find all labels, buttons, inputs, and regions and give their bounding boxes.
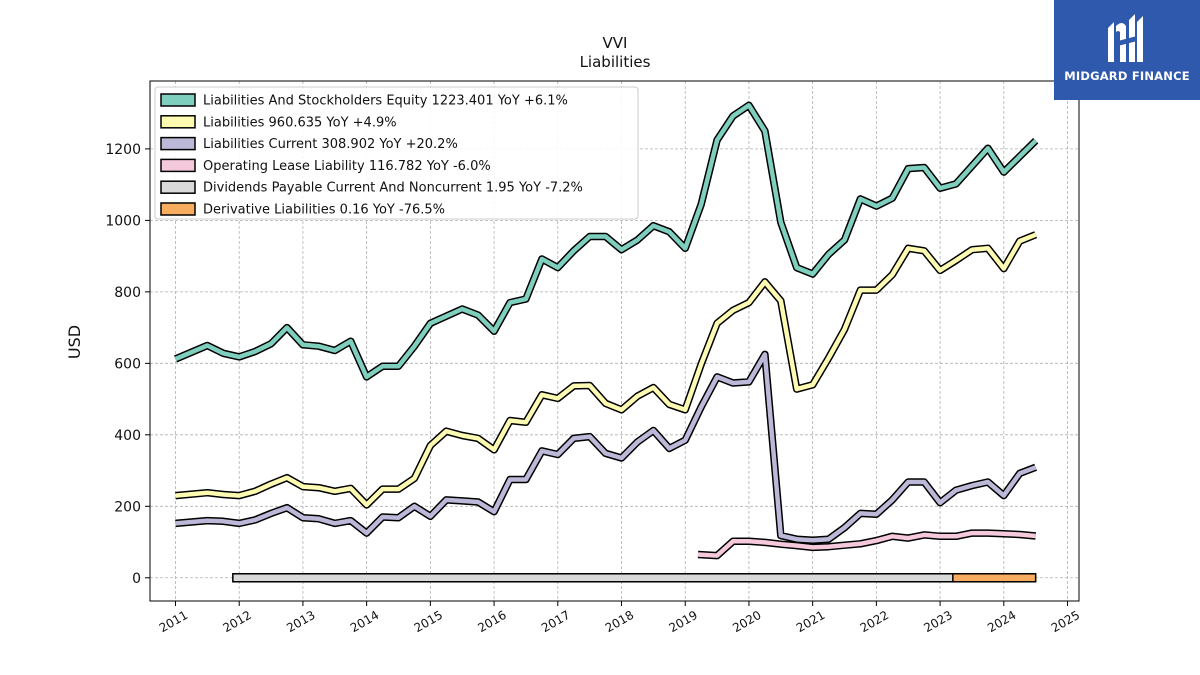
x-tick-label: 2015: [412, 608, 445, 635]
x-tick-label: 2012: [220, 608, 253, 635]
y-tick-label: 200: [114, 499, 141, 515]
y-axis-label: USD: [65, 325, 84, 359]
series-line: [697, 530, 1036, 558]
x-tick-label: 2016: [475, 608, 508, 635]
series-band: [952, 573, 1037, 583]
y-tick-label: 800: [114, 285, 141, 301]
series-line-outline: [175, 350, 1038, 544]
legend: Liabilities And Stockholders Equity 1223…: [154, 86, 639, 220]
x-tick-label: 2018: [603, 608, 636, 635]
series-4: [697, 529, 1037, 560]
x-tick-label: 2017: [539, 608, 572, 635]
y-tick-label: 400: [114, 428, 141, 444]
legend-item: Liabilities And Stockholders Equity 1223…: [160, 93, 568, 109]
series-1: [174, 101, 1039, 381]
chart-subtitle: Liabilities: [580, 53, 651, 71]
x-tick-label: 2020: [730, 608, 763, 635]
legend-label: Operating Lease Liability 116.782 YoY -6…: [203, 159, 491, 174]
legend-swatch: [160, 93, 196, 107]
brand-name: MIDGARD FINANCE: [1064, 69, 1190, 83]
x-tick-label: 2019: [666, 608, 699, 635]
y-axis-ticks: 0 200 400 600 800 1000 1200: [105, 142, 150, 587]
x-tick-label: 2022: [858, 608, 891, 635]
legend-swatch: [160, 136, 196, 151]
legend-swatch: [160, 202, 196, 216]
y-tick-label: 0: [132, 571, 141, 587]
legend-item: Derivative Liabilities 0.16 YoY -76.5%: [160, 202, 445, 218]
x-tick-label: 2013: [284, 608, 317, 635]
x-tick-label: 2024: [985, 608, 1018, 635]
legend-item: Liabilities Current 308.902 YoY +20.2%: [160, 136, 458, 152]
y-tick-label: 600: [114, 356, 141, 372]
x-tick-label: 2011: [157, 608, 190, 635]
brand-mark-icon: [1108, 14, 1143, 62]
chart-title: VVI: [603, 34, 628, 52]
series-line-outline: [175, 231, 1038, 509]
series-6: [952, 573, 1037, 583]
series-2: [175, 231, 1038, 509]
legend-swatch: [160, 158, 196, 173]
brand-logo: MIDGARD FINANCE: [1054, 0, 1200, 100]
legend-label: Dividends Payable Current And Noncurrent…: [203, 181, 583, 196]
legend-label: Liabilities Current 308.902 YoY +20.2%: [203, 137, 458, 152]
series-3: [175, 350, 1038, 544]
x-axis-ticks: 2011 2012 2013 2014 2015 2016 2017 2018 2019 2020…: [157, 601, 1082, 635]
legend-box: [154, 86, 639, 220]
legend-swatch: [160, 115, 196, 129]
y-tick-label: 1200: [105, 142, 141, 158]
legend-item: Dividends Payable Current And Noncurrent…: [160, 180, 583, 196]
x-tick-label: 2021: [794, 608, 827, 635]
series-line: [175, 352, 1037, 543]
x-tick-label: 2014: [348, 608, 381, 635]
legend-item: Liabilities 960.635 YoY +4.9%: [160, 115, 397, 130]
series-layer: [174, 101, 1039, 583]
legend-swatch: [160, 180, 196, 194]
legend-label: Derivative Liabilities 0.16 YoY -76.5%: [203, 203, 445, 218]
series-5: [232, 573, 1021, 583]
legend-label: Liabilities 960.635 YoY +4.9%: [203, 115, 397, 130]
plot-frame: [149, 80, 1080, 602]
x-tick-label: 2023: [921, 608, 954, 635]
legend-label: Liabilities And Stockholders Equity 1223…: [203, 94, 568, 109]
x-tick-label: 2025: [1049, 608, 1082, 635]
y-tick-label: 1000: [105, 213, 141, 229]
series-line: [175, 232, 1037, 508]
legend-item: Operating Lease Liability 116.782 YoY -6…: [160, 158, 491, 174]
series-band: [232, 573, 1021, 583]
